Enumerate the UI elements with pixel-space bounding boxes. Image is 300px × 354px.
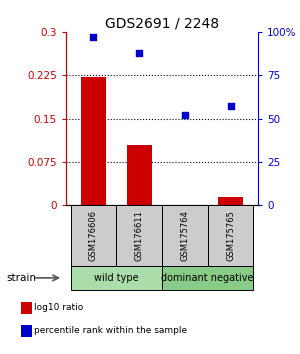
Text: dominant negative: dominant negative xyxy=(161,273,254,283)
Text: percentile rank within the sample: percentile rank within the sample xyxy=(34,326,188,336)
Text: GSM176606: GSM176606 xyxy=(89,210,98,261)
Point xyxy=(182,112,187,118)
Point xyxy=(137,50,142,56)
Text: GSM176611: GSM176611 xyxy=(135,210,144,261)
Bar xyxy=(127,144,152,205)
Text: log10 ratio: log10 ratio xyxy=(34,303,84,313)
Text: GSM175764: GSM175764 xyxy=(180,210,189,261)
Point xyxy=(91,34,96,40)
Title: GDS2691 / 2248: GDS2691 / 2248 xyxy=(105,17,219,31)
Point xyxy=(228,104,233,109)
Bar xyxy=(218,197,243,205)
Bar xyxy=(172,205,197,208)
Bar xyxy=(81,77,106,205)
Text: GSM175765: GSM175765 xyxy=(226,210,235,261)
Text: strain: strain xyxy=(6,273,36,283)
Text: wild type: wild type xyxy=(94,273,139,283)
